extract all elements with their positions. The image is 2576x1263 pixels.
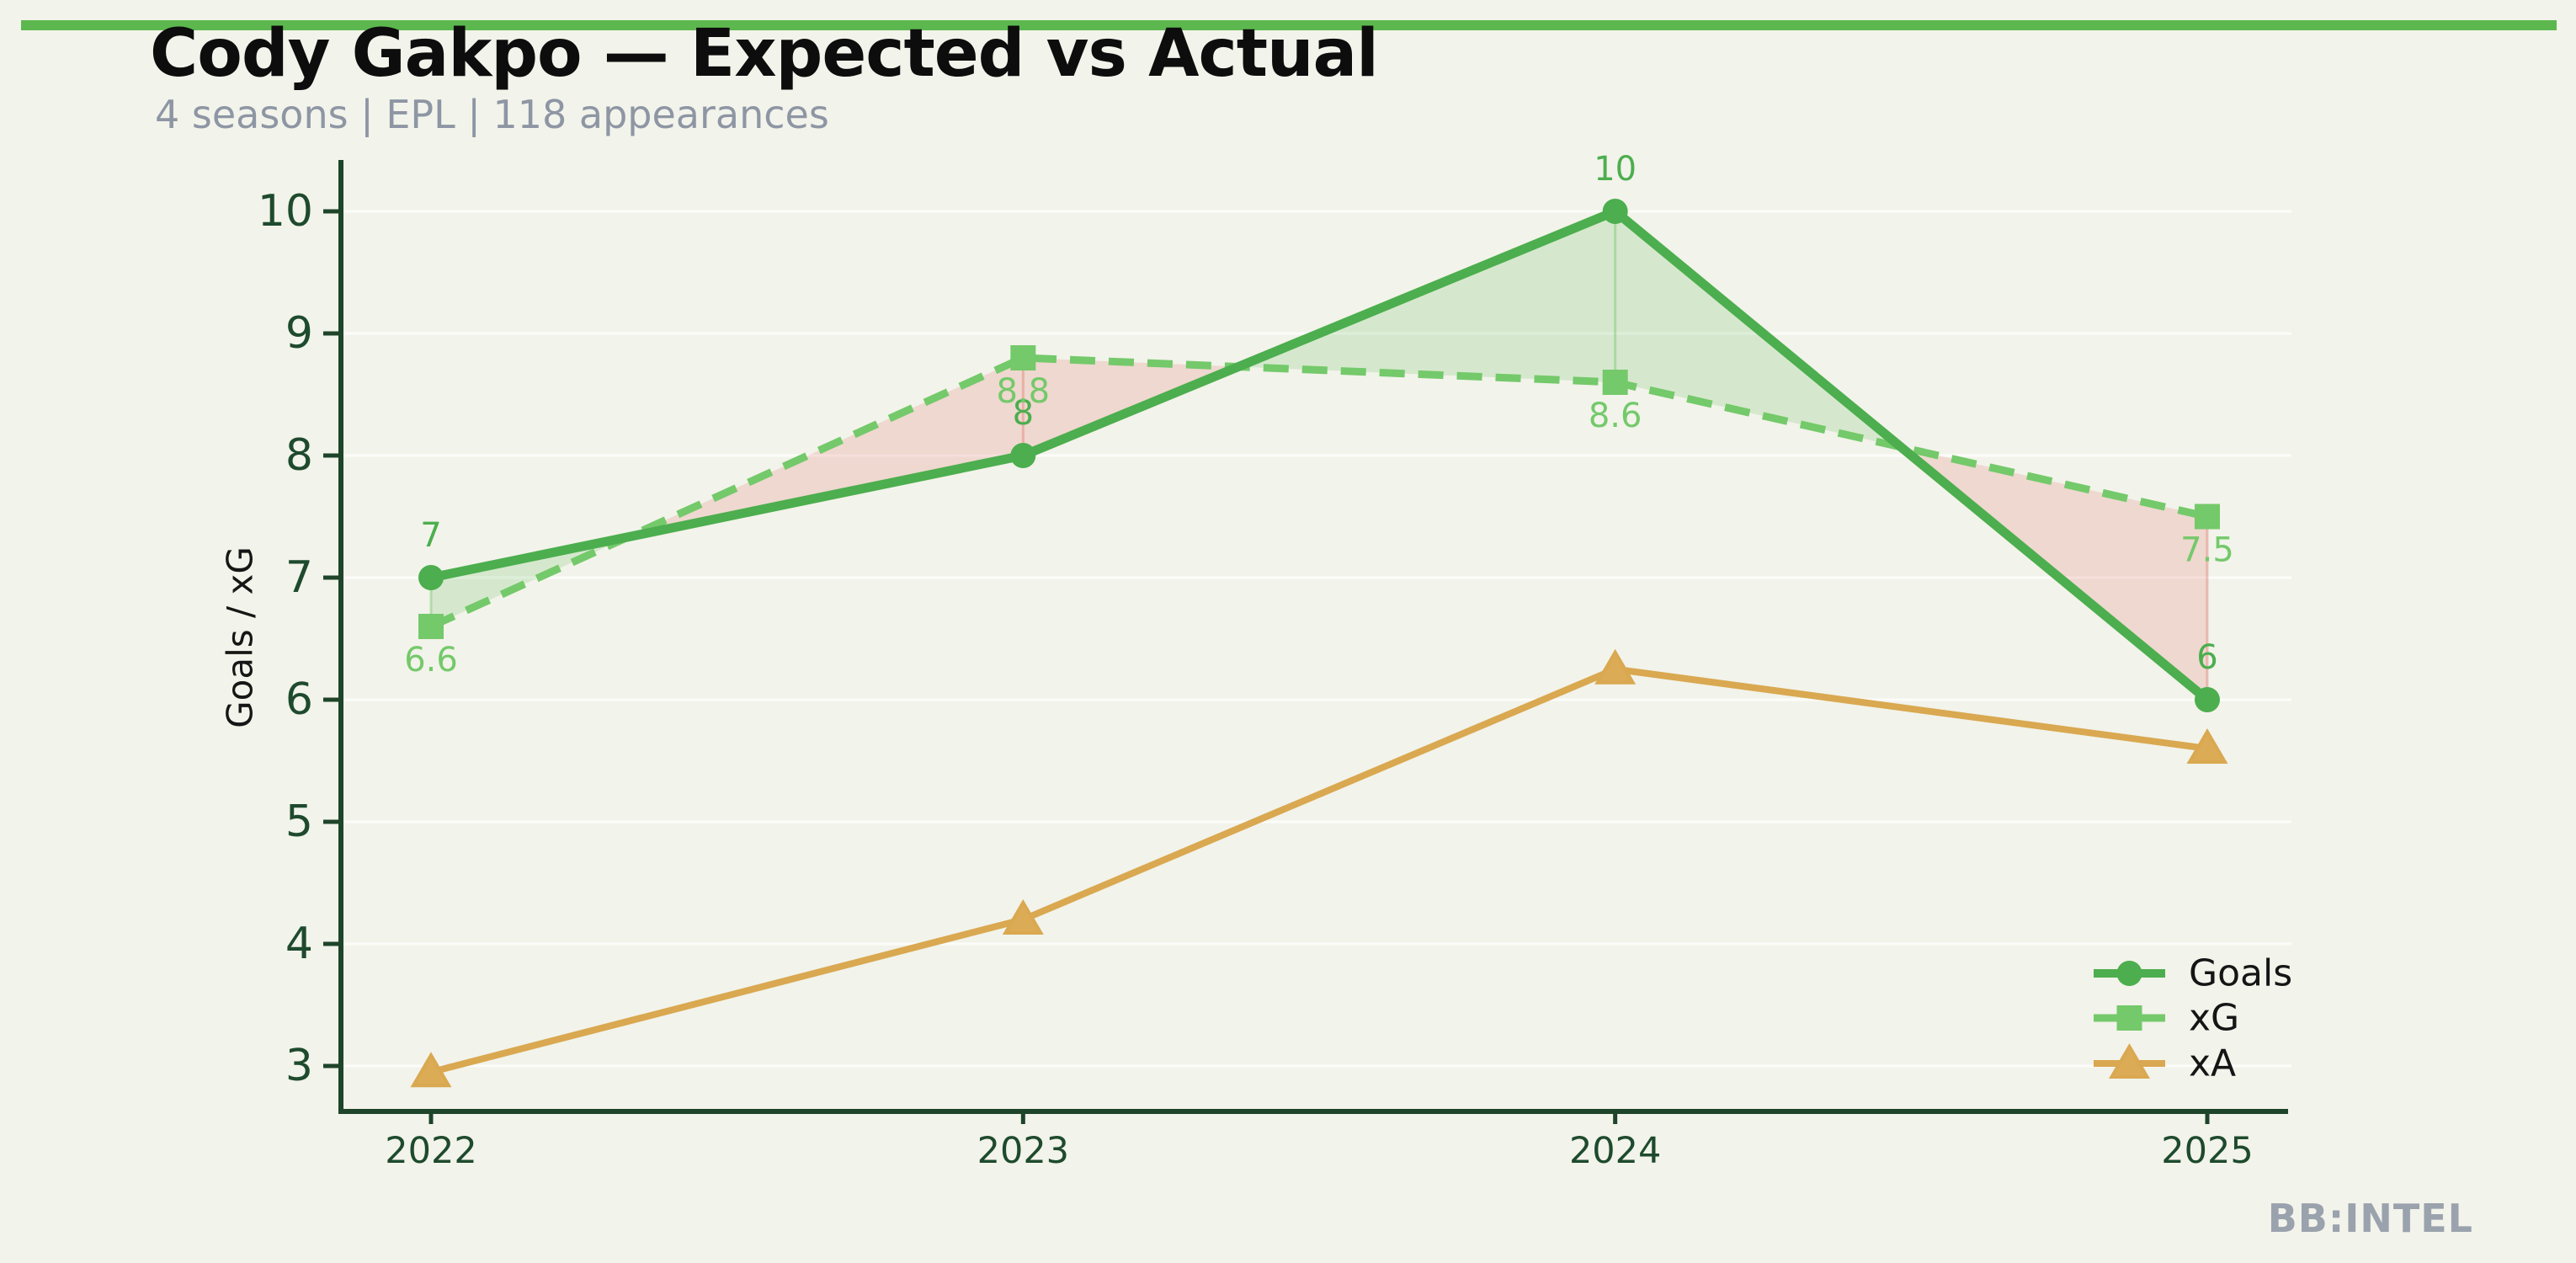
- gridlines: [341, 210, 2291, 1068]
- xa-marker: [410, 1052, 452, 1088]
- goals-marker: [1010, 443, 1036, 468]
- legend-label: xG: [2189, 997, 2239, 1040]
- x-tick-label: 2022: [385, 1130, 476, 1172]
- legend-item-xg: xG: [2094, 997, 2239, 1040]
- y-axis-label: Goals / xG: [220, 546, 261, 728]
- legend-item-xa: xA: [2094, 1042, 2236, 1085]
- legend-item-goals: Goals: [2094, 952, 2292, 995]
- axis-spines: [338, 160, 2288, 1114]
- value-label: 8.6: [1589, 397, 1642, 435]
- axes: 3 4 5 6 7 8 9 10 2022 2023 2024 2025 Goals / xG: [220, 160, 2288, 1172]
- value-label: 6: [2196, 638, 2217, 677]
- y-tick-label: 8: [285, 430, 313, 481]
- xa-line: [430, 665, 2208, 1076]
- legend-label: xA: [2189, 1042, 2236, 1085]
- xa-marker: [1002, 899, 1044, 935]
- y-tick-label: 9: [285, 308, 313, 359]
- markers: [410, 199, 2228, 1088]
- value-label: 10: [1594, 150, 1637, 189]
- x-tick-label: 2025: [2161, 1130, 2253, 1172]
- y-tick-label: 5: [285, 797, 313, 847]
- y-tick-label: 4: [285, 919, 313, 969]
- xg-path: [429, 354, 2208, 631]
- xa-path: [430, 665, 2208, 1076]
- y-tick-label: 3: [285, 1041, 313, 1091]
- xg-marker: [1010, 345, 1036, 370]
- x-tick-label: 2023: [977, 1130, 1069, 1172]
- xg-line: [429, 354, 2208, 631]
- xg-marker: [2116, 1005, 2142, 1031]
- goals-path: [429, 206, 2211, 704]
- chart-subtitle: 4 seasons | EPL | 118 appearances: [155, 92, 829, 137]
- value-label: 7.5: [2180, 531, 2234, 570]
- value-labels: 7 8 10 6 6.6 8.8 8.6 7.5: [404, 150, 2234, 679]
- watermark: BB:INTEL: [2267, 1196, 2473, 1241]
- xa-marker: [1594, 648, 1637, 685]
- y-tick-label: 10: [258, 186, 313, 237]
- goals-marker: [418, 565, 444, 590]
- xa-marker: [2186, 728, 2228, 764]
- x-tick-label: 2024: [1569, 1130, 1661, 1172]
- fill-region: [431, 536, 629, 626]
- value-label: 7: [420, 516, 441, 555]
- goals-marker: [2194, 687, 2220, 712]
- goals-marker: [2116, 961, 2142, 986]
- xg-marker: [2194, 504, 2220, 530]
- top-accent-bar: [21, 20, 2557, 30]
- xa-marker: [2109, 1043, 2150, 1079]
- chart-title: Cody Gakpo — Expected vs Actual: [150, 16, 1379, 92]
- goals-line: [429, 206, 2211, 704]
- value-label: 8.8: [997, 372, 1051, 411]
- legend-label: Goals: [2189, 952, 2292, 995]
- goals-marker: [1602, 199, 1628, 224]
- y-tick-label: 7: [285, 552, 313, 603]
- xg-marker: [418, 614, 444, 639]
- y-tick-label: 6: [285, 674, 313, 725]
- value-label: 8: [1013, 394, 1034, 433]
- value-label: 6.6: [404, 641, 458, 679]
- xg-marker: [1602, 370, 1628, 395]
